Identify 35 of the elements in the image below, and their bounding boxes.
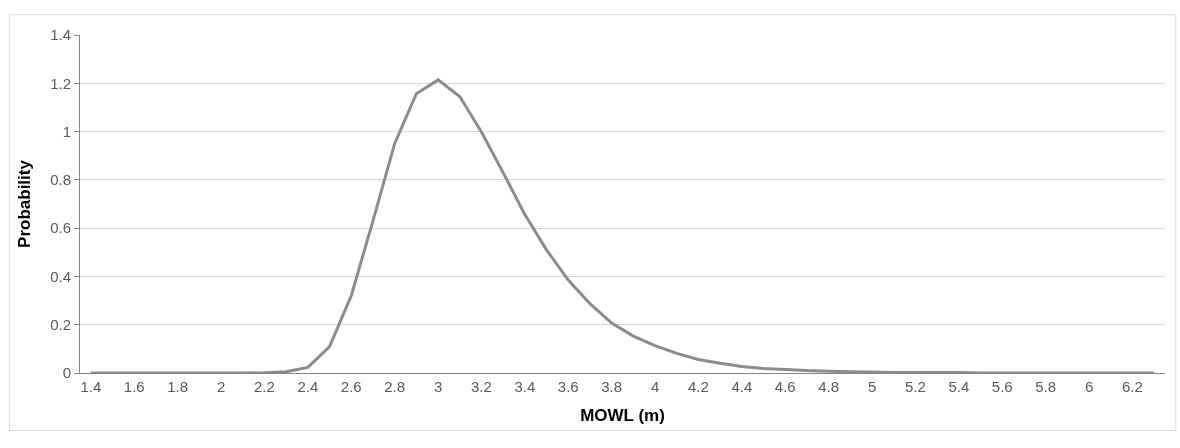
y-tick-label: 1 [62,122,71,140]
x-tick-label: 1.8 [167,378,189,395]
x-tick-label: 3.6 [557,378,579,395]
y-tick-label: 1.2 [50,74,71,92]
x-tick-label: 2 [216,378,226,395]
x-tick-label: 5.8 [1035,378,1057,395]
x-tick-label: 5.6 [991,378,1013,395]
x-tick-label: 3.8 [601,378,623,395]
y-tick-label: 1.4 [50,26,71,44]
x-tick-label: 4.4 [731,378,753,395]
x-tick-label: 1.4 [80,378,102,395]
x-tick-label: 1.6 [123,378,145,395]
x-tick-label: 3.2 [471,378,492,395]
x-tick-label: 5 [867,378,877,395]
y-tick-label: 0.2 [50,315,71,333]
x-tick-label: 5.2 [905,378,926,395]
x-tick-label: 3.4 [514,378,536,395]
x-tick-label: 6 [1084,378,1094,395]
x-tick-label: 3 [433,378,443,395]
y-tick-label: 0.6 [50,219,71,237]
x-tick-label: 2.6 [340,378,362,395]
y-tick-label: 0.8 [50,171,71,189]
y-tick-label: 0.4 [50,267,71,285]
x-tick-label: 6.2 [1122,378,1143,395]
x-axis-title: MOWL (m) [580,406,665,426]
y-tick-label: 0 [62,364,71,382]
y-axis-title: Probability [14,159,34,248]
x-tick-label: 5.4 [948,378,970,395]
x-tick-label: 4 [650,378,660,395]
x-tick-label: 2.2 [254,378,275,395]
x-tick-label: 4.2 [688,378,709,395]
x-tick-label: 2.4 [297,378,319,395]
x-tick-label: 4.8 [818,378,840,395]
x-tick-label: 2.8 [384,378,406,395]
x-tick-label: 4.6 [774,378,796,395]
